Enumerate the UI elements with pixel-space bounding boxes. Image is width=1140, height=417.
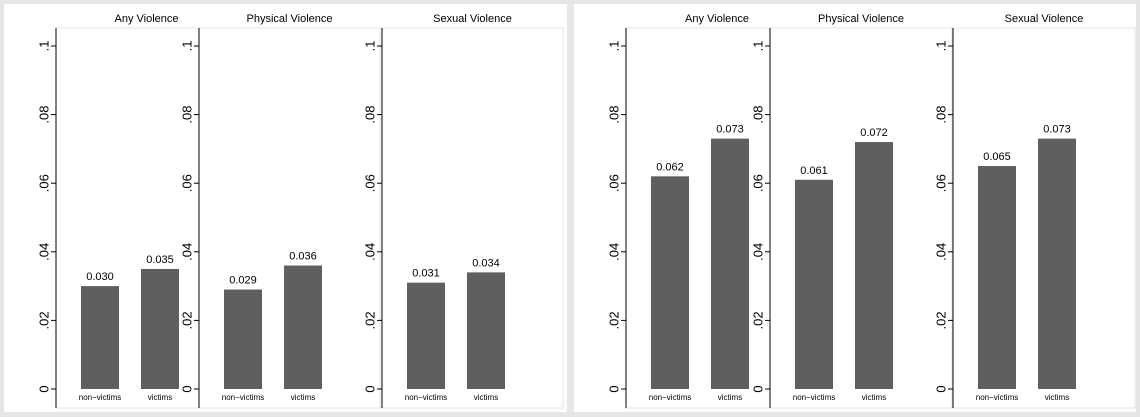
- y-tick-label: .06: [607, 174, 622, 192]
- y-tick-label: 0: [363, 385, 378, 392]
- data-label: 0.073: [716, 124, 744, 136]
- data-label: 0.072: [860, 127, 888, 139]
- data-label: 0.031: [412, 268, 440, 280]
- y-tick-label: .06: [180, 174, 195, 192]
- category-label: victims: [718, 393, 742, 402]
- y-tick-label: 0: [180, 385, 195, 392]
- bar-victims: [284, 265, 322, 389]
- bar-victims: [1038, 138, 1076, 389]
- bar-victims: [855, 142, 893, 389]
- y-tick-label: 0: [607, 385, 622, 392]
- data-label: 0.036: [289, 251, 317, 263]
- y-tick-label: 0: [37, 385, 52, 392]
- y-tick-label: .06: [363, 174, 378, 192]
- bar-victims: [141, 268, 179, 389]
- data-label: 0.035: [146, 254, 174, 266]
- data-label: 0.030: [86, 271, 114, 283]
- category-label: victims: [474, 393, 498, 402]
- y-tick-label: .02: [934, 311, 949, 329]
- y-tick-label: .1: [751, 41, 766, 52]
- y-tick-label: .06: [751, 174, 766, 192]
- data-label: 0.061: [800, 165, 828, 177]
- y-tick-label: .02: [751, 311, 766, 329]
- y-tick-label: .04: [751, 243, 766, 261]
- data-label: 0.073: [1043, 124, 1071, 136]
- y-tick-label: .08: [37, 106, 52, 124]
- subplot-title: Physical Violence: [246, 13, 332, 25]
- y-tick-label: .08: [607, 106, 622, 124]
- bar-non-victims: [795, 179, 833, 389]
- bar-non-victims: [224, 289, 262, 389]
- y-tick-label: .04: [37, 243, 52, 261]
- category-label: non−victims: [405, 393, 447, 402]
- data-label: 0.065: [983, 151, 1011, 163]
- y-tick-label: .08: [751, 106, 766, 124]
- data-label: 0.062: [656, 161, 684, 173]
- y-tick-label: 0: [751, 385, 766, 392]
- bar-non-victims: [81, 286, 119, 389]
- category-label: non−victims: [79, 393, 121, 402]
- y-tick-label: .08: [180, 106, 195, 124]
- subplot-title: Physical Violence: [818, 13, 904, 25]
- y-tick-label: .06: [934, 174, 949, 192]
- category-label: victims: [148, 393, 172, 402]
- y-tick-label: 0: [934, 385, 949, 392]
- y-tick-label: .02: [37, 311, 52, 329]
- subplot-title: Any Violence: [114, 13, 178, 25]
- category-label: victims: [291, 393, 315, 402]
- y-tick-label: .04: [607, 243, 622, 261]
- y-tick-label: .04: [180, 243, 195, 261]
- category-label: non−victims: [649, 393, 691, 402]
- category-label: victims: [1045, 393, 1069, 402]
- bar-non-victims: [407, 282, 445, 389]
- y-tick-label: .02: [180, 311, 195, 329]
- bar-non-victims: [651, 176, 689, 389]
- y-tick-label: .1: [607, 41, 622, 52]
- subplot-title: Sexual Violence: [433, 13, 512, 25]
- y-tick-label: .08: [363, 106, 378, 124]
- subplot-title: Any Violence: [685, 13, 749, 25]
- y-tick-label: .04: [363, 243, 378, 261]
- category-label: non−victims: [222, 393, 264, 402]
- y-tick-label: .1: [180, 41, 195, 52]
- data-label: 0.029: [229, 275, 257, 287]
- category-label: non−victims: [793, 393, 835, 402]
- category-label: victims: [862, 393, 886, 402]
- y-tick-label: .1: [363, 41, 378, 52]
- bar-non-victims: [978, 166, 1016, 389]
- y-tick-label: .1: [37, 41, 52, 52]
- y-tick-label: .02: [607, 311, 622, 329]
- data-label: 0.034: [472, 257, 500, 269]
- y-tick-label: .08: [934, 106, 949, 124]
- y-tick-label: .1: [934, 41, 949, 52]
- y-tick-label: .02: [363, 311, 378, 329]
- subplot-title: Sexual Violence: [1005, 13, 1084, 25]
- bar-victims: [467, 272, 505, 389]
- y-tick-label: .04: [934, 243, 949, 261]
- y-tick-label: .06: [37, 174, 52, 192]
- bar-victims: [711, 138, 749, 389]
- category-label: non−victims: [976, 393, 1018, 402]
